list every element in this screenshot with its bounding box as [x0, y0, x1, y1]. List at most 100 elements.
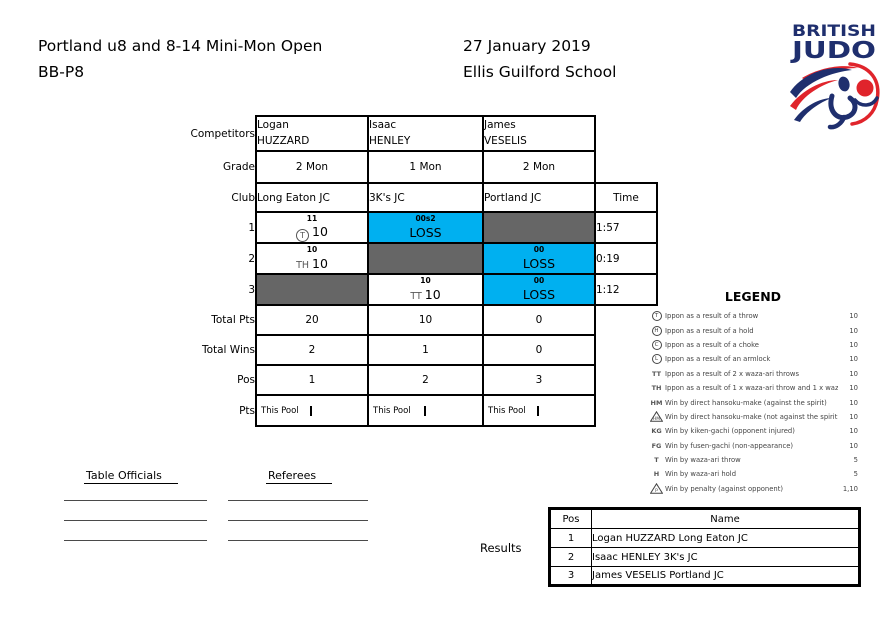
row-label-club: Club	[188, 183, 256, 212]
waza-ari-hold-icon: H	[653, 470, 660, 479]
pts-cell: This Pool	[255, 394, 369, 427]
legend-item: H Ippon as a result of a hold 10	[648, 323, 858, 337]
waza-ari-throw-icon: T	[654, 456, 659, 465]
competitor-last-name: HUZZARD	[257, 134, 310, 147]
competitor-cell: Isaac HENLEY	[367, 115, 484, 152]
match-time: 1:57	[594, 211, 658, 244]
grade-cell: 1 Mon	[367, 150, 484, 184]
pts-cell: This Pool	[367, 394, 484, 427]
pts-cell: This Pool	[482, 394, 596, 427]
logo-text-judo: JUDO	[789, 38, 876, 64]
match-points: 10	[312, 256, 328, 271]
signature-line	[228, 500, 368, 501]
results-header-name: Name	[591, 508, 860, 529]
grade-cell: 2 Mon	[255, 150, 369, 184]
total-wins-cell: 2	[255, 334, 369, 366]
match-result: LOSS	[522, 256, 556, 271]
result-name: James VESELIS Portland JC	[591, 566, 860, 586]
match-subscore: 00s2	[415, 214, 436, 223]
result-pos: 1	[549, 528, 592, 548]
event-date: 27 January 2019	[463, 37, 591, 55]
match-points: 10	[424, 287, 441, 302]
legend-item: T Win by waza-ari throw 5	[654, 456, 858, 465]
grade-cell: 2 Mon	[482, 150, 596, 184]
total-pts-cell: 20	[255, 304, 369, 336]
time-column-header: Time	[594, 182, 658, 213]
total-wins-cell: 1	[367, 334, 484, 366]
row-label-pts: Pts	[188, 395, 256, 426]
match-cell-win: 10 TT 10	[367, 273, 484, 306]
table-officials-heading: Table Officials	[84, 469, 178, 484]
club-cell: Portland JC	[482, 182, 596, 213]
pool-code: BB-P8	[38, 63, 85, 81]
legend: LEGEND T Ippon as a result of a throw 10…	[648, 289, 858, 496]
legend-item: TT Ippon as a result of 2 x waza-ari thr…	[651, 369, 858, 378]
legend-item: P Win by penalty (against opponent) 1,10	[648, 482, 858, 496]
match-subscore: 00	[533, 276, 545, 285]
total-wins-cell: 0	[482, 334, 596, 366]
svg-text:HM: HM	[653, 417, 660, 423]
fusen-gachi-icon: FG	[651, 441, 662, 450]
legend-item: T Ippon as a result of a throw 10	[648, 309, 858, 323]
competitor-cell: James VESELIS	[482, 115, 596, 152]
row-label-grade: Grade	[188, 151, 256, 183]
competitor-last-name: HENLEY	[369, 134, 411, 147]
ippon-throw-icon: T	[651, 311, 662, 322]
pos-cell: 1	[255, 364, 369, 396]
legend-item: C Ippon as a result of a choke 10	[648, 338, 858, 352]
pos-cell: 3	[482, 364, 596, 396]
signature-line	[64, 500, 207, 501]
competitor-first-name: James	[484, 119, 516, 132]
referees-heading: Referees	[266, 469, 333, 484]
club-cell: 3K's JC	[367, 182, 484, 213]
competitor-first-name: Isaac	[369, 119, 397, 132]
legend-title: LEGEND	[724, 289, 782, 304]
match-cell-loss: 00 LOSS	[482, 242, 596, 275]
pts-value-blank	[312, 406, 366, 416]
event-venue: Ellis Guilford School	[463, 63, 617, 81]
hansoku-make-icon: HM	[650, 398, 663, 407]
match-subscore: 10	[306, 245, 318, 254]
results-header-pos: Pos	[549, 508, 592, 529]
results-heading: Results	[480, 541, 522, 555]
legend-item: TH Ippon as a result of 1 x waza-ari thr…	[651, 384, 858, 393]
row-label-competitors: Competitors	[188, 116, 256, 151]
two-waza-ari-throws-icon: TT	[651, 369, 662, 378]
match-time: 1:12	[594, 273, 658, 306]
match-result: T 10	[258, 224, 366, 241]
signature-line	[228, 520, 368, 521]
results-row: 3 James VESELIS Portland JC	[549, 566, 860, 586]
club-cell: Long Eaton JC	[255, 182, 369, 213]
results-table: Pos Name 1 Logan HUZZARD Long Eaton JC 2…	[548, 507, 861, 587]
legend-item: HM Win by direct hansoku-make (against t…	[650, 398, 858, 407]
ippon-choke-icon: C	[651, 339, 662, 350]
british-judo-logo: BRITISH JUDO	[789, 21, 880, 130]
pts-pool-label: This Pool	[258, 405, 312, 416]
round-number: 3	[188, 274, 256, 305]
competitor-first-name: Logan	[257, 119, 289, 132]
signature-line	[228, 540, 368, 541]
kiken-gachi-icon: KG	[651, 427, 662, 436]
match-subscore: 00	[533, 245, 545, 254]
ippon-hold-icon: H	[651, 325, 662, 336]
signature-line	[64, 520, 207, 521]
match-cell-loss: 00s2 LOSS	[367, 211, 484, 244]
match-cell-win: 10 TH 10	[255, 242, 369, 275]
match-cell-blocked	[367, 242, 484, 275]
match-time: 0:19	[594, 242, 658, 275]
ippon-throw-symbol: T	[296, 228, 310, 241]
judo-figure-icon	[790, 62, 880, 130]
competitor-last-name: VESELIS	[484, 134, 527, 147]
pts-pool-label: This Pool	[370, 405, 426, 416]
penalty-triangle-icon: P	[650, 483, 663, 494]
pool-table: Competitors Logan HUZZARD Isaac HENLEY J…	[188, 115, 658, 427]
row-label-total-pts: Total Pts	[188, 305, 256, 335]
match-cell-blocked	[482, 211, 596, 244]
event-date-venue-block: 27 January 2019 Ellis Guilford School	[463, 33, 616, 85]
svg-text:P: P	[655, 489, 658, 495]
logo-text-british: BRITISH	[792, 21, 876, 40]
legend-item: HM Win by direct hansoku-make (not again…	[648, 410, 858, 424]
pts-value-blank	[426, 406, 482, 416]
round-number: 2	[188, 243, 256, 274]
